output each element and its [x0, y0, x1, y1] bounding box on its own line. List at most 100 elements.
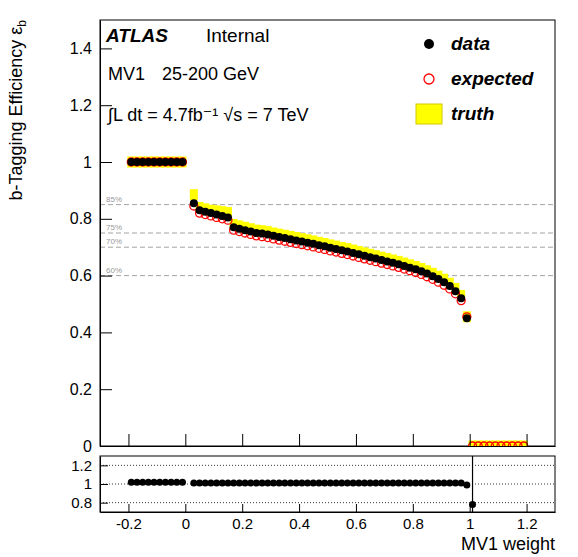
data-point — [190, 199, 198, 207]
tick: 1.2 — [71, 457, 108, 474]
tick-label: 0.2 — [232, 515, 253, 532]
tick-label: 1.4 — [70, 40, 92, 57]
series — [127, 158, 471, 322]
axis-line — [100, 21, 101, 447]
reference-label: 60% — [106, 266, 122, 275]
tick-label: 0 — [182, 515, 190, 532]
tick-label: 0.4 — [289, 515, 310, 532]
data-point — [178, 157, 186, 168]
legend-item: data — [424, 33, 491, 54]
grid-line — [100, 502, 555, 503]
reference-line — [100, 204, 555, 205]
tick-label: 0.8 — [70, 210, 92, 227]
data-point — [520, 442, 528, 446]
series — [127, 158, 527, 446]
tick: 1.2 — [70, 97, 112, 114]
tick-label: 0 — [83, 438, 92, 455]
tick — [527, 434, 528, 446]
data-point — [463, 481, 470, 488]
tick — [242, 434, 243, 446]
tick: 0.2 — [232, 504, 253, 532]
tick: 0.2 — [70, 381, 112, 398]
legend-marker — [416, 104, 442, 124]
tick-label: -0.2 — [116, 515, 142, 532]
tick-mark — [100, 484, 108, 485]
tick-label: 1.2 — [517, 515, 538, 532]
legend-item: expected — [424, 68, 534, 89]
tick-mark — [356, 504, 357, 512]
axis-yticks: 0.8 11.2 — [71, 457, 108, 513]
tick-mark — [185, 504, 186, 512]
tick — [299, 434, 300, 446]
tick-mark — [128, 504, 129, 512]
data-point — [451, 287, 459, 295]
tick-mark — [100, 276, 112, 277]
tick-mark — [413, 504, 414, 512]
plot-frame — [100, 20, 555, 446]
tick-mark — [242, 504, 243, 512]
plot-area — [127, 157, 527, 447]
data-point — [463, 314, 471, 322]
data-point — [224, 213, 232, 221]
tick-label: 0.6 — [346, 515, 367, 532]
tick — [128, 434, 129, 446]
tick-mark — [100, 389, 112, 390]
tick-mark — [100, 162, 112, 163]
tick-mark — [527, 504, 528, 512]
legend: dataexpectedtruth — [416, 33, 534, 124]
reference-line — [100, 233, 555, 234]
tick: 1.2 — [517, 504, 538, 532]
tick-label: 0.8 — [403, 515, 424, 532]
tick-mark — [100, 332, 112, 333]
tick-mark — [299, 434, 300, 446]
tick: 0.6 — [70, 267, 112, 284]
axis-yticks: 0 0.2 0.4 0.6 0.8 1 1.2 1.4 — [70, 21, 112, 455]
tick-label: 0.4 — [70, 324, 92, 341]
annotation: ∫L dt = 4.7fb⁻¹ √s = 7 TeV — [106, 105, 308, 125]
annotation: 25-200 GeV — [162, 64, 259, 84]
tick-label: 0.8 — [71, 494, 92, 511]
tick — [413, 434, 414, 446]
tick-mark — [185, 434, 186, 446]
tick-mark — [299, 504, 300, 512]
legend-label: expected — [451, 68, 534, 89]
tick: 0 — [83, 438, 112, 455]
annotation: Internal — [206, 25, 269, 46]
plot-area — [128, 456, 476, 512]
axis-xticks: -0.2 0 0.2 0.4 0.6 0.8 1 1.2 — [101, 504, 556, 532]
tick-label: 1 — [84, 475, 92, 492]
tick: 0 — [182, 504, 190, 532]
panel: -0.200.20.40.60.811.20.811.2 — [71, 449, 555, 557]
data-point — [178, 158, 186, 166]
axis-line — [101, 446, 556, 447]
tick-mark — [356, 434, 357, 446]
tick: 1 — [466, 504, 474, 532]
reference-label: 85% — [106, 195, 122, 204]
data-point — [179, 479, 186, 486]
tick-label: 0.6 — [70, 267, 92, 284]
plot-frame — [100, 456, 555, 512]
tick-mark — [100, 503, 108, 504]
data-point — [463, 311, 471, 322]
tick-label: 0.2 — [70, 381, 92, 398]
data-point — [190, 189, 198, 200]
tick — [470, 434, 471, 446]
tick-label: 1.2 — [71, 457, 92, 474]
tick-label: 1 — [83, 154, 92, 171]
annotation: MV1 — [108, 64, 145, 84]
tick-mark — [413, 434, 414, 446]
tick: 0.6 — [346, 504, 367, 532]
tick: 1 — [83, 154, 112, 171]
tick: 0.8 — [403, 504, 424, 532]
legend-label: data — [451, 33, 491, 54]
legend-marker — [424, 39, 434, 49]
tick-mark — [100, 446, 112, 447]
data-point — [520, 441, 528, 447]
tick-mark — [470, 504, 471, 512]
reference-label: 70% — [106, 237, 122, 246]
y-axis-title: b-Tagging Efficiency εb — [6, 20, 29, 201]
panel: 85%75%70%60%00.20.40.60.811.21.4 — [70, 20, 556, 455]
data-point — [457, 294, 465, 302]
tick: 0.8 — [70, 210, 112, 227]
grid-line — [100, 465, 555, 466]
